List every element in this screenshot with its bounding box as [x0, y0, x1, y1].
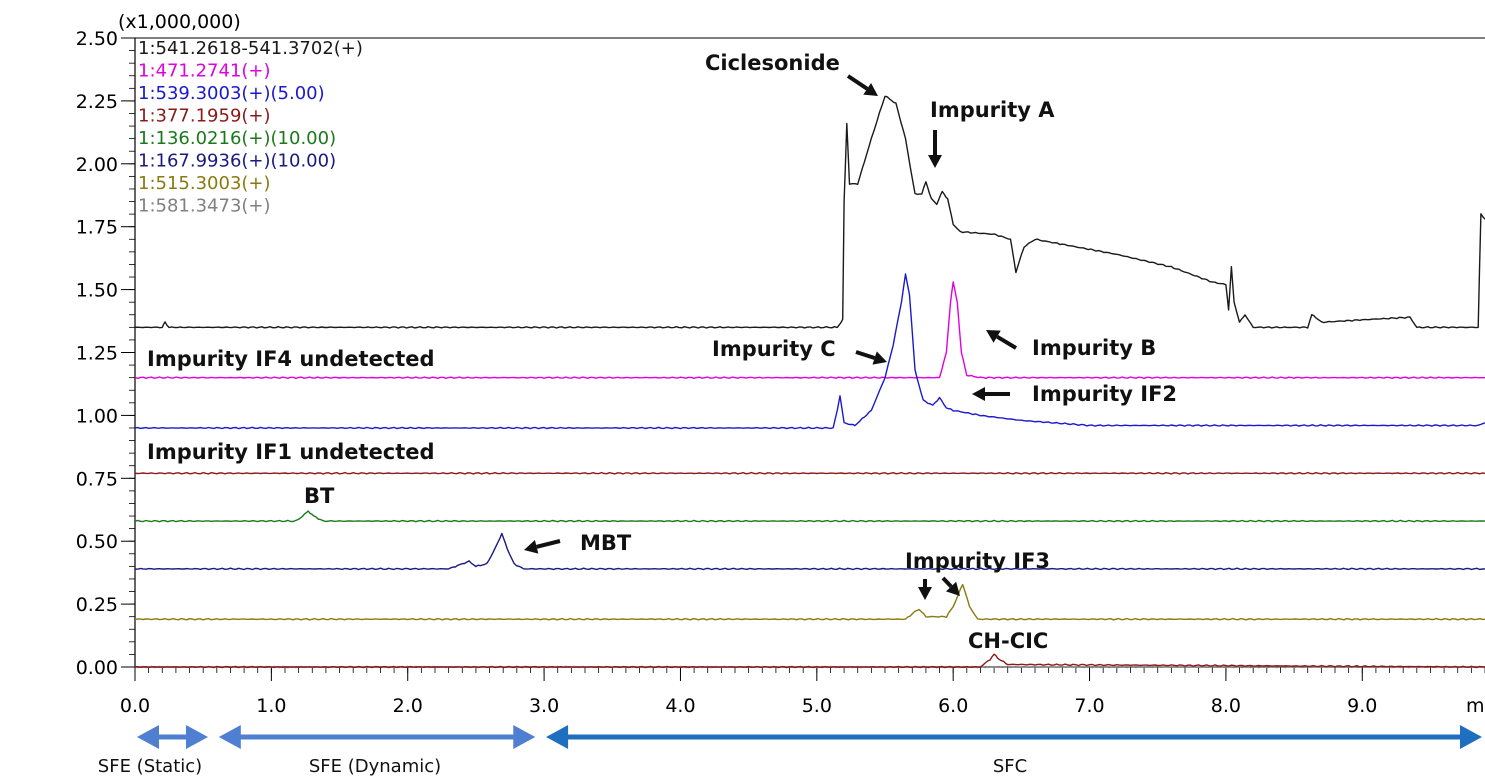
y-tick-label: 0.25 [76, 594, 118, 616]
legend-entry: 1:515.3003(+) [138, 173, 271, 194]
annotation-label: Impurity IF2 [1032, 382, 1177, 406]
phase-arrow-head [186, 725, 208, 749]
legend-entry: 1:539.3003(+)(5.00) [138, 83, 325, 104]
legend-entry: 1:471.2741(+) [138, 61, 271, 82]
legend-entry: 1:167.9936(+)(10.00) [138, 151, 336, 172]
x-tick-label: 3.0 [529, 695, 559, 717]
annotation-arrow [536, 539, 561, 549]
phase-arrow-head [546, 725, 569, 749]
axes: 0.00 0.25 0.50 0.75 1.00 1.25 1.50 1.75 2.00 2.25… [76, 28, 1485, 717]
series-line [134, 653, 1485, 669]
annotation-arrowhead [524, 540, 539, 554]
x-tick-label: 6.0 [938, 695, 968, 717]
legend-entry: 1:581.3473(+) [138, 196, 271, 217]
y-multiplier-label: (x1,000,000) [118, 11, 241, 33]
phase-arrow-head [218, 725, 241, 749]
y-tick-label: 0.50 [76, 531, 118, 553]
annotations: Ciclesonide Impurity A Impurity B Impurity … [147, 51, 1177, 653]
series-group [134, 95, 1485, 669]
annotation-arrowhead [928, 155, 942, 168]
y-tick-label: 1.50 [76, 280, 118, 302]
annotation-arrow [941, 576, 953, 588]
legend-entry: 1:541.2618-541.3702(+) [138, 38, 363, 59]
series-line [134, 583, 1485, 621]
x-tick-label: 0.0 [120, 695, 150, 717]
x-tick-label: 4.0 [665, 695, 695, 717]
y-tick-label: 1.75 [76, 217, 118, 239]
annotation-label: Impurity A [930, 98, 1055, 122]
y-tick-label: 1.00 [76, 405, 118, 427]
x-tick-label: 2.0 [393, 695, 423, 717]
annotation-label: Impurity IF1 undetected [147, 440, 435, 464]
annotation-label: Impurity B [1032, 336, 1156, 360]
y-tick-label: 2.00 [76, 154, 118, 176]
phase-arrow-head [1460, 725, 1482, 749]
annotation-label: CH-CIC [968, 629, 1048, 653]
annotation-arrow [855, 350, 876, 360]
annotation-arrowhead [863, 82, 878, 96]
x-tick-label: 9.0 [1347, 695, 1377, 717]
y-tick-label: 0.00 [76, 657, 118, 679]
annotation-label: Impurity C [712, 337, 836, 361]
legend-entry: 1:377.1959(+) [138, 106, 271, 127]
series-line [134, 95, 1485, 329]
series-line [134, 273, 1485, 430]
annotation-arrowhead [945, 581, 960, 596]
y-tick-label: 2.25 [76, 91, 118, 113]
x-tick-label: 7.0 [1074, 695, 1104, 717]
annotation-arrow [846, 74, 869, 91]
legend: 1:541.2618-541.3702(+)1:471.2741(+)1:539… [138, 38, 363, 217]
annotation-label: Ciclesonide [705, 51, 840, 75]
phase-label: SFE (Static) [98, 756, 202, 777]
series-line [134, 281, 1485, 379]
y-tick-label: 0.75 [76, 468, 118, 490]
phase-label: SFE (Dynamic) [309, 756, 441, 777]
phase-arrows: SFE (Static) SFE (Dynamic) SFC [98, 725, 1482, 777]
y-tick-label: 2.50 [76, 28, 118, 50]
annotation-arrowhead [972, 387, 985, 401]
x-unit-label: m [1466, 695, 1485, 717]
x-tick-label: 5.0 [802, 695, 832, 717]
legend-entry: 1:136.0216(+)(10.00) [138, 128, 336, 149]
phase-arrow-head [137, 725, 159, 749]
phase-arrow-head [513, 725, 536, 749]
y-tick-label: 1.25 [76, 343, 118, 365]
annotation-arrow [996, 334, 1018, 350]
annotation-label: BT [304, 484, 335, 508]
x-tick-label: 8.0 [1211, 695, 1241, 717]
annotation-label: MBT [580, 531, 632, 555]
series-line [134, 532, 1485, 571]
annotation-arrowhead [918, 587, 932, 600]
series-line [134, 471, 1485, 475]
annotation-arrowhead [986, 330, 1001, 343]
annotation-label: Impurity IF4 undetected [147, 347, 435, 371]
phase-label: SFC [993, 756, 1027, 777]
annotation-label: Impurity IF3 [905, 549, 1050, 573]
x-tick-label: 1.0 [256, 695, 286, 717]
series-line [134, 510, 1485, 523]
annotation-arrowhead [872, 351, 887, 365]
